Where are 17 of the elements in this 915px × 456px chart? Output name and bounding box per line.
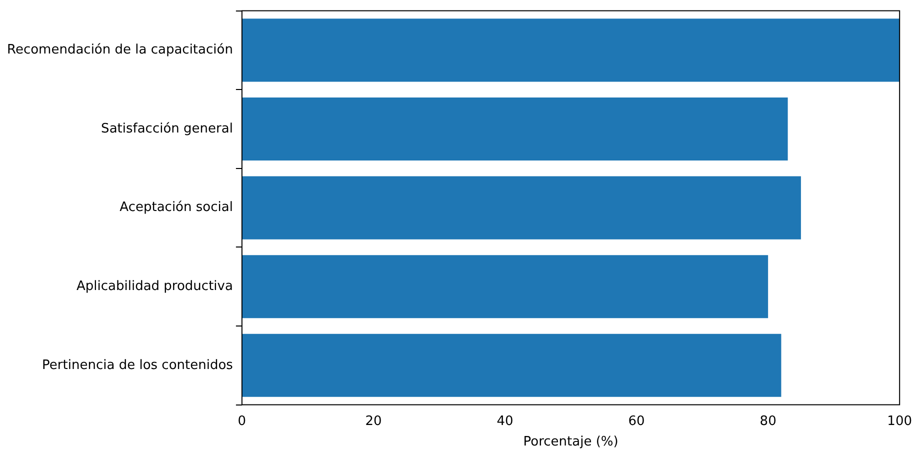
x-tick-label: 60 <box>628 414 645 429</box>
bar <box>242 97 788 161</box>
bar <box>242 176 801 240</box>
x-tick-label: 100 <box>887 414 912 429</box>
bar <box>242 255 768 318</box>
bar <box>242 18 900 82</box>
x-tick-label: 0 <box>238 414 246 429</box>
x-tick-label: 20 <box>365 414 382 429</box>
y-tick-label: Pertinencia de los contenidos <box>42 358 234 373</box>
bar <box>242 334 782 397</box>
x-tick-label: 40 <box>496 414 514 429</box>
x-tick-label: 80 <box>760 414 776 429</box>
y-tick-label: Recomendación de la capacitación <box>7 42 233 58</box>
x-axis-title: Porcentaje (%) <box>523 434 618 450</box>
y-tick-label: Satisfacción general <box>101 121 233 136</box>
y-tick-label: Aplicabilidad productiva <box>76 278 233 294</box>
y-tick-label: Aceptación social <box>120 200 233 216</box>
